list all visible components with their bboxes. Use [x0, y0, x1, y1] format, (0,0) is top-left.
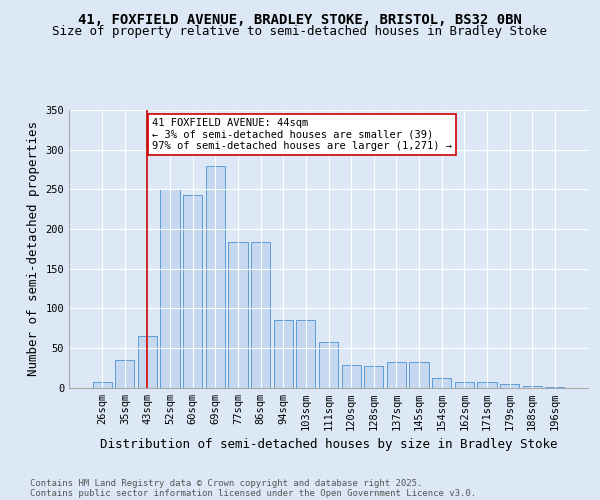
Bar	[477, 382, 497, 388]
Bar	[432, 378, 451, 388]
Bar	[341, 366, 361, 388]
Bar	[319, 342, 338, 388]
Bar	[500, 384, 519, 388]
Bar	[229, 242, 248, 388]
Bar	[364, 366, 383, 388]
Text: Contains HM Land Registry data © Crown copyright and database right 2025.: Contains HM Land Registry data © Crown c…	[30, 478, 422, 488]
Bar	[455, 382, 474, 388]
Bar	[92, 382, 112, 388]
Text: Size of property relative to semi-detached houses in Bradley Stoke: Size of property relative to semi-detach…	[53, 25, 548, 38]
Bar	[409, 362, 428, 388]
Y-axis label: Number of semi-detached properties: Number of semi-detached properties	[27, 121, 40, 376]
X-axis label: Distribution of semi-detached houses by size in Bradley Stoke: Distribution of semi-detached houses by …	[100, 438, 557, 451]
Bar	[545, 386, 565, 388]
Bar	[274, 320, 293, 388]
Bar	[115, 360, 134, 388]
Text: 41 FOXFIELD AVENUE: 44sqm
← 3% of semi-detached houses are smaller (39)
97% of s: 41 FOXFIELD AVENUE: 44sqm ← 3% of semi-d…	[152, 118, 452, 151]
Bar	[138, 336, 157, 388]
Bar	[251, 242, 270, 388]
Bar	[206, 166, 225, 388]
Bar	[523, 386, 542, 388]
Bar	[183, 195, 202, 388]
Text: 41, FOXFIELD AVENUE, BRADLEY STOKE, BRISTOL, BS32 0BN: 41, FOXFIELD AVENUE, BRADLEY STOKE, BRIS…	[78, 12, 522, 26]
Bar	[387, 362, 406, 388]
Bar	[160, 190, 180, 388]
Text: Contains public sector information licensed under the Open Government Licence v3: Contains public sector information licen…	[30, 488, 476, 498]
Bar	[296, 320, 316, 388]
